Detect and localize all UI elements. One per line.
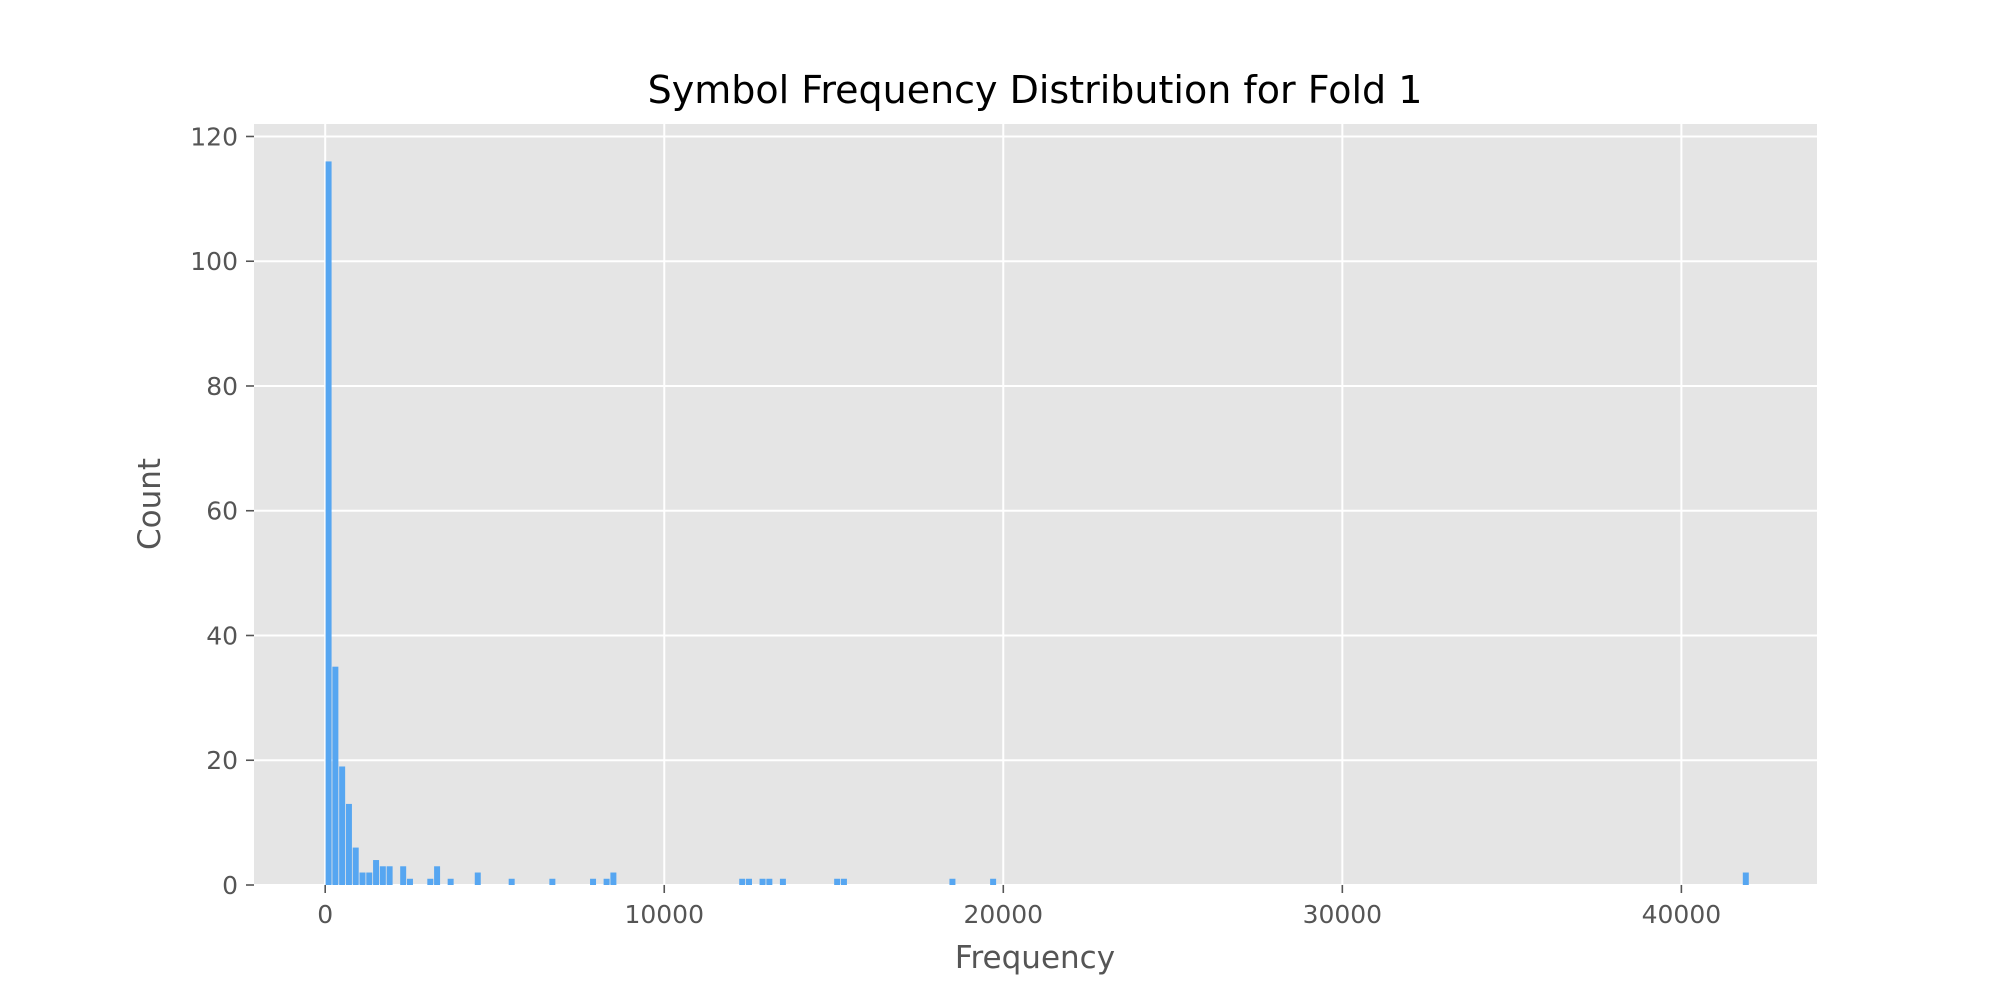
histogram-bar [840,878,847,885]
histogram-bar [386,866,393,885]
y-tick-label: 80 [206,372,238,401]
histogram-bar [766,878,773,885]
histogram-bar [427,878,434,885]
histogram-bar [474,872,481,885]
histogram-bar [834,878,841,885]
y-tick-label: 100 [190,247,238,276]
histogram-bar [447,878,454,885]
x-tick-label: 40000 [1642,900,1722,929]
histogram-bar [949,878,956,885]
histogram-bar [779,878,786,885]
histogram-bar [325,161,332,886]
x-tick-label: 20000 [964,900,1044,929]
bars [325,161,1749,886]
axis-ticks: 0 10000 20000 30000 40000 0 20 40 60 80 100 120 [190,122,1721,929]
plot-area [254,124,1817,885]
x-tick-label: 0 [317,900,333,929]
histogram-bar [590,878,597,885]
histogram-bar [603,878,610,885]
x-tick-label: 10000 [624,900,704,929]
histogram-bar [990,878,997,885]
chart-title: Symbol Frequency Distribution for Fold 1 [648,68,1423,112]
x-tick-label: 30000 [1303,900,1383,929]
histogram-bar [406,878,413,885]
y-axis-label: Count [132,458,168,550]
histogram-bar [739,878,746,885]
histogram-bar [400,866,407,885]
histogram-bar [359,872,366,885]
histogram-bar [345,803,352,885]
y-tick-label: 20 [206,746,238,775]
histogram-bar [366,872,373,885]
histogram-bar [1742,872,1749,885]
histogram-bar [332,666,339,885]
y-tick-label: 120 [190,122,238,151]
histogram-bar [549,878,556,885]
histogram-bar [379,866,386,885]
histogram-bar [373,860,380,885]
histogram-bar [352,847,359,885]
histogram-bar [434,866,441,885]
x-axis-label: Frequency [955,940,1115,976]
histogram-bar [746,878,752,885]
histogram-bar [339,766,346,885]
y-tick-label: 40 [206,621,238,650]
histogram-bar [759,878,766,885]
histogram-bar [610,872,617,885]
y-tick-label: 60 [206,497,238,526]
histogram-bar [508,878,515,885]
y-tick-label: 0 [222,871,238,900]
